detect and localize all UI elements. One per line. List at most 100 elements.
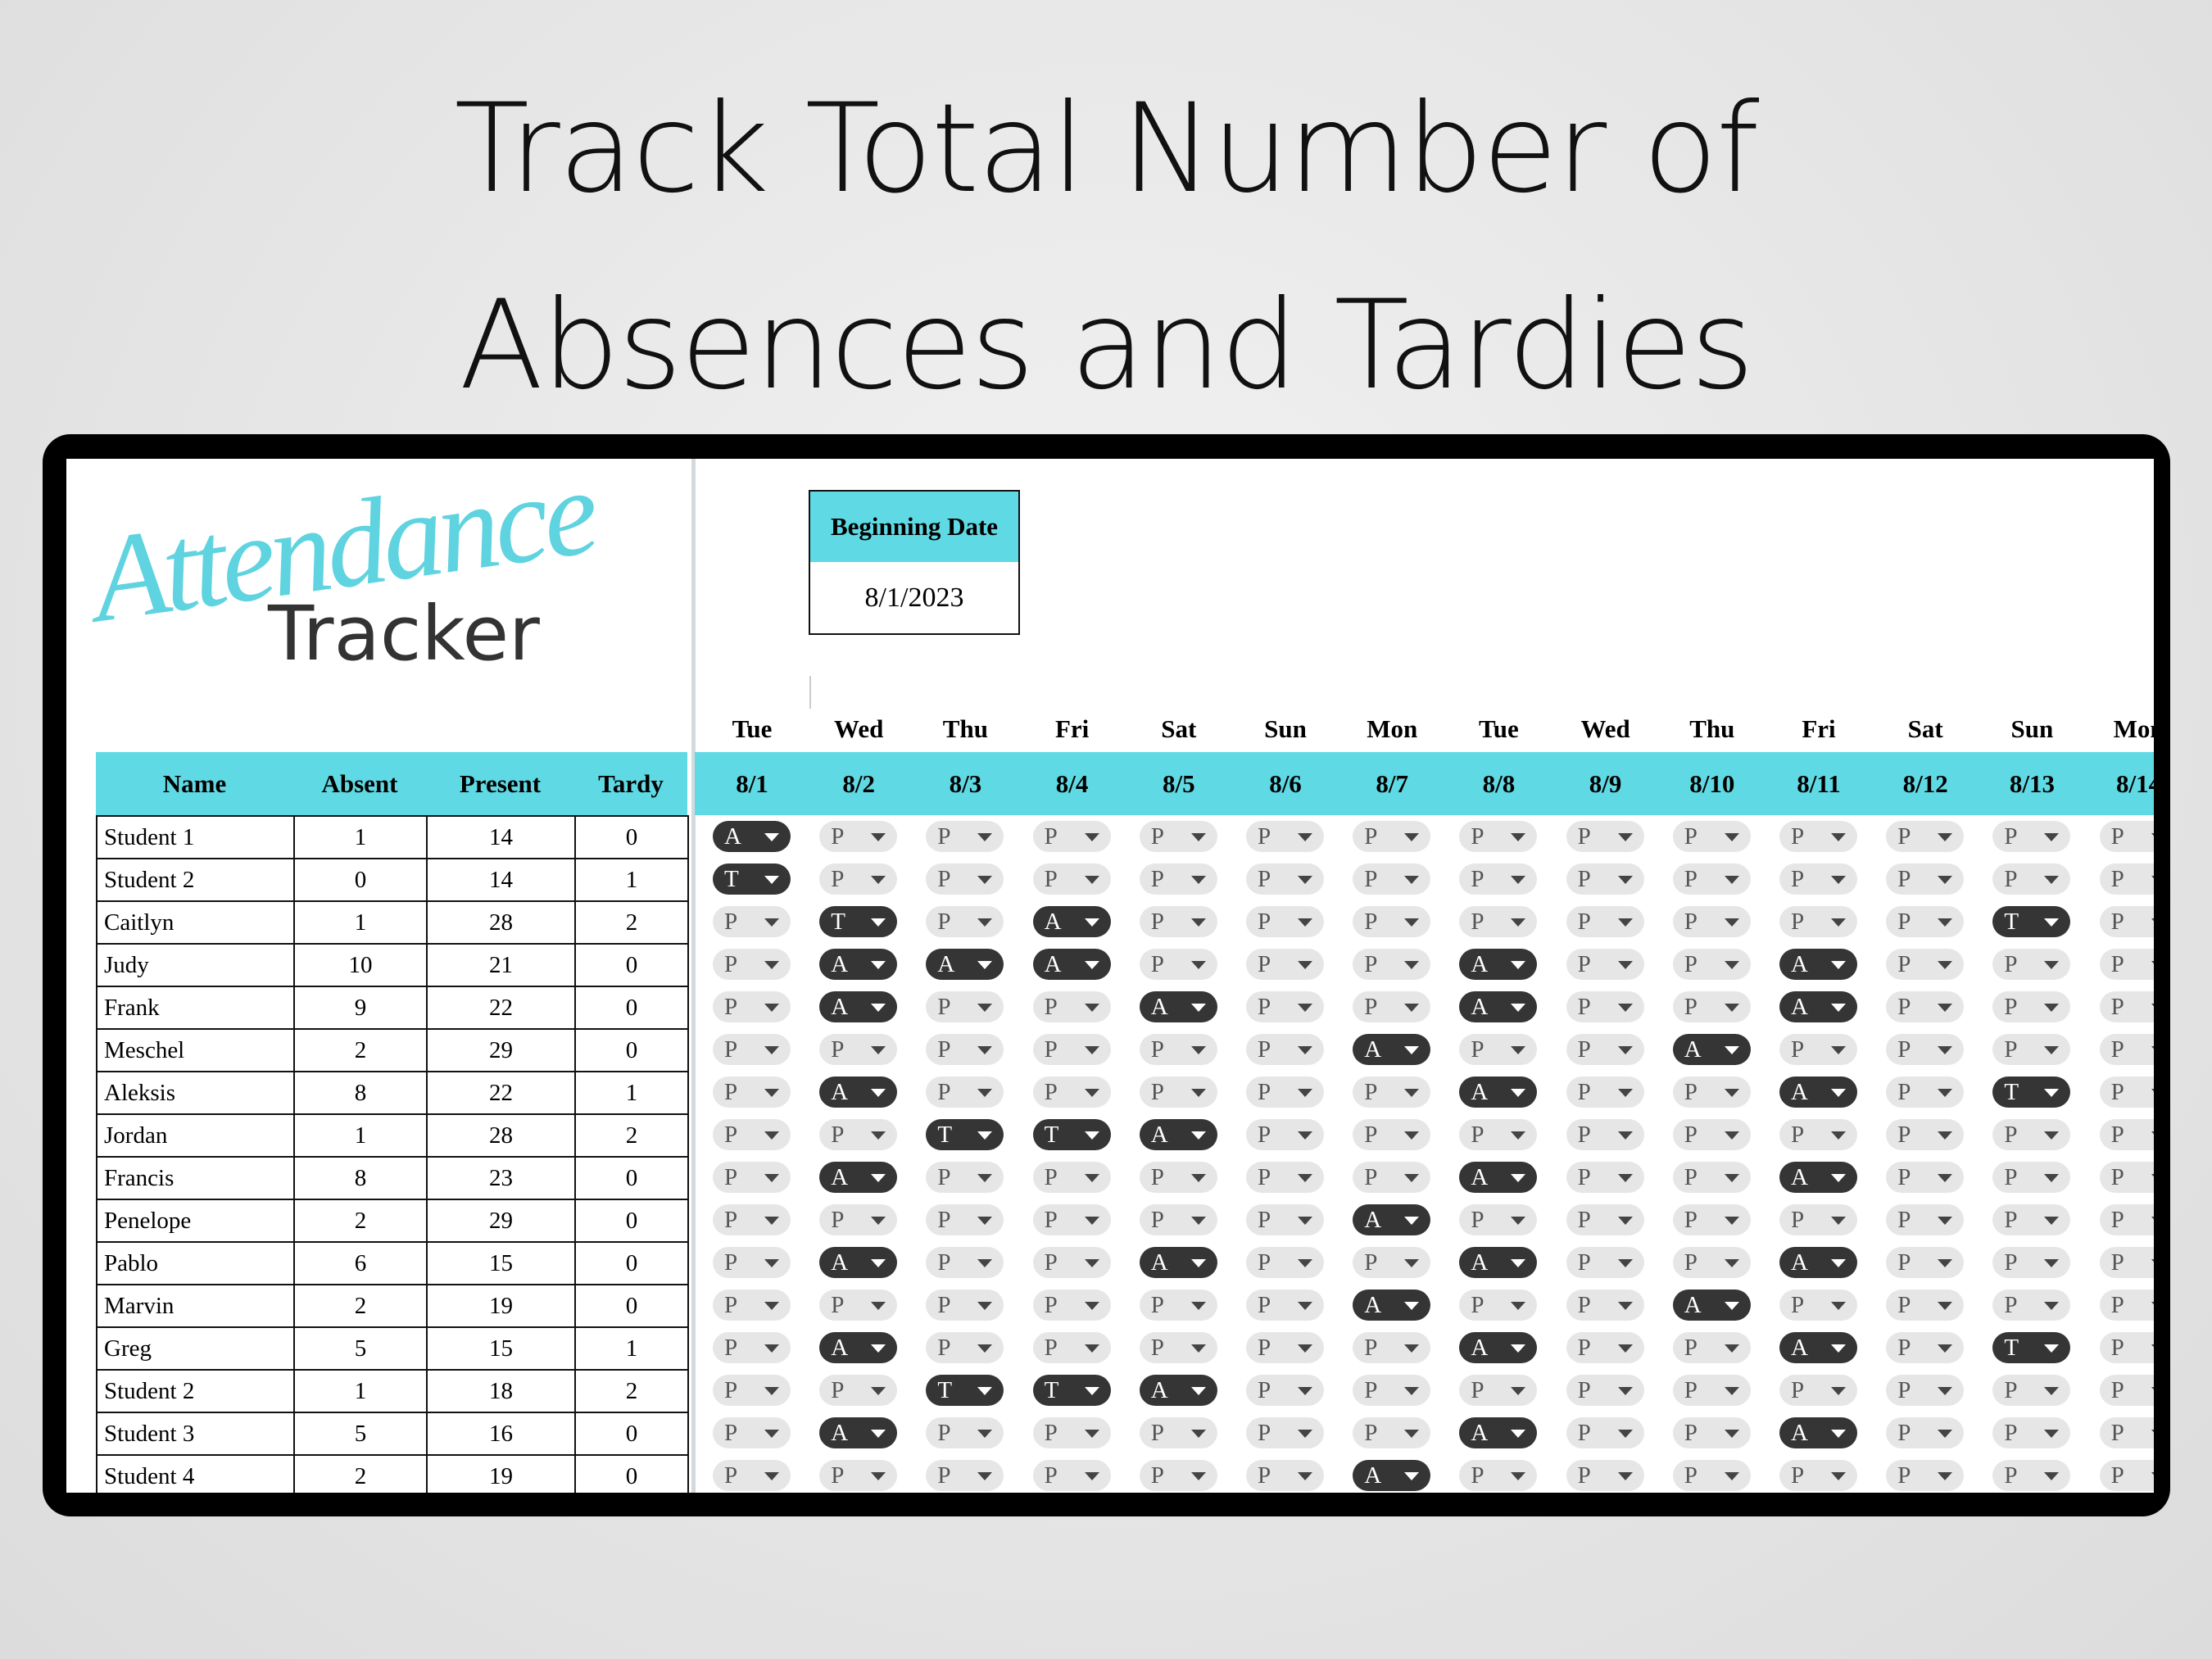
status-dropdown[interactable]: P [1886,1332,1965,1363]
status-dropdown[interactable]: P [1672,1247,1751,1278]
student-name[interactable]: Francis [96,1156,295,1200]
student-name[interactable]: Jordan [96,1113,295,1158]
status-dropdown[interactable]: P [713,1375,791,1406]
status-dropdown[interactable]: P [2099,1162,2154,1193]
status-dropdown[interactable]: P [2099,1460,2154,1491]
status-dropdown[interactable]: P [1779,1119,1857,1150]
status-dropdown[interactable]: P [1672,949,1751,980]
status-dropdown[interactable]: A [1139,1247,1217,1278]
status-dropdown[interactable]: P [1032,1247,1111,1278]
status-dropdown[interactable]: P [1032,1162,1111,1193]
status-dropdown[interactable]: T [1992,906,2071,937]
status-dropdown[interactable]: P [1353,1375,1431,1406]
status-dropdown[interactable]: P [1672,1162,1751,1193]
status-dropdown[interactable]: P [926,1034,1004,1065]
status-dropdown[interactable]: P [819,863,898,895]
status-dropdown[interactable]: P [1246,1119,1324,1150]
status-dropdown[interactable]: P [1139,821,1217,852]
status-dropdown[interactable]: A [1779,949,1857,980]
status-dropdown[interactable]: P [1992,1375,2071,1406]
status-dropdown[interactable]: A [1139,991,1217,1022]
status-dropdown[interactable]: P [1032,991,1111,1022]
status-dropdown[interactable]: P [1886,863,1965,895]
status-dropdown[interactable]: P [819,1375,898,1406]
status-dropdown[interactable]: P [713,1204,791,1235]
status-dropdown[interactable]: P [1672,821,1751,852]
status-dropdown[interactable]: P [819,1204,898,1235]
status-dropdown[interactable]: P [2099,1290,2154,1321]
status-dropdown[interactable]: P [926,991,1004,1022]
status-dropdown[interactable]: P [1779,1460,1857,1491]
status-dropdown[interactable]: A [1139,1375,1217,1406]
status-dropdown[interactable]: A [1779,1417,1857,1448]
status-dropdown[interactable]: P [1139,1077,1217,1108]
status-dropdown[interactable]: P [1672,863,1751,895]
status-dropdown[interactable]: P [1246,949,1324,980]
status-dropdown[interactable]: P [1459,821,1538,852]
status-dropdown[interactable]: P [2099,1332,2154,1363]
status-dropdown[interactable]: P [1459,1204,1538,1235]
status-dropdown[interactable]: P [1139,1460,1217,1491]
status-dropdown[interactable]: P [1779,821,1857,852]
status-dropdown[interactable]: P [1779,1375,1857,1406]
status-dropdown[interactable]: A [819,991,898,1022]
status-dropdown[interactable]: P [1139,1332,1217,1363]
status-dropdown[interactable]: P [819,1034,898,1065]
status-dropdown[interactable]: P [1246,1375,1324,1406]
status-dropdown[interactable]: P [1032,1332,1111,1363]
status-dropdown[interactable]: P [1459,1460,1538,1491]
status-dropdown[interactable]: P [1459,1290,1538,1321]
status-dropdown[interactable]: P [1992,1290,2071,1321]
status-dropdown[interactable]: P [1566,1460,1644,1491]
status-dropdown[interactable]: A [1353,1204,1431,1235]
status-dropdown[interactable]: P [1992,1417,2071,1448]
status-dropdown[interactable]: P [1779,1204,1857,1235]
status-dropdown[interactable]: P [1672,1332,1751,1363]
status-dropdown[interactable]: P [713,991,791,1022]
status-dropdown[interactable]: P [1886,1162,1965,1193]
status-dropdown[interactable]: P [2099,1077,2154,1108]
status-dropdown[interactable]: P [2099,1417,2154,1448]
status-dropdown[interactable]: P [1566,1375,1644,1406]
status-dropdown[interactable]: P [2099,1247,2154,1278]
status-dropdown[interactable]: P [926,863,1004,895]
status-dropdown[interactable]: P [1992,1162,2071,1193]
status-dropdown[interactable]: P [926,1204,1004,1235]
student-name[interactable]: Judy [96,943,295,987]
status-dropdown[interactable]: P [1886,991,1965,1022]
status-dropdown[interactable]: P [1566,1417,1644,1448]
status-dropdown[interactable]: P [713,1247,791,1278]
status-dropdown[interactable]: P [1672,1375,1751,1406]
status-dropdown[interactable]: P [1779,1034,1857,1065]
status-dropdown[interactable]: P [1459,1375,1538,1406]
student-name[interactable]: Student 1 [96,815,295,859]
status-dropdown[interactable]: P [926,1290,1004,1321]
status-dropdown[interactable]: P [2099,991,2154,1022]
status-dropdown[interactable]: P [1566,1290,1644,1321]
status-dropdown[interactable]: P [1566,1332,1644,1363]
status-dropdown[interactable]: P [1032,863,1111,895]
status-dropdown[interactable]: P [2099,821,2154,852]
status-dropdown[interactable]: P [1672,1460,1751,1491]
status-dropdown[interactable]: P [1353,991,1431,1022]
status-dropdown[interactable]: A [1459,991,1538,1022]
status-dropdown[interactable]: P [926,1460,1004,1491]
status-dropdown[interactable]: P [2099,1375,2154,1406]
status-dropdown[interactable]: P [1886,1119,1965,1150]
status-dropdown[interactable]: P [1353,863,1431,895]
status-dropdown[interactable]: P [1672,1417,1751,1448]
student-name[interactable]: Aleksis [96,1071,295,1115]
status-dropdown[interactable]: A [819,949,898,980]
status-dropdown[interactable]: P [1353,1119,1431,1150]
status-dropdown[interactable]: P [713,949,791,980]
status-dropdown[interactable]: P [2099,1204,2154,1235]
student-name[interactable]: Penelope [96,1199,295,1243]
status-dropdown[interactable]: P [1246,1247,1324,1278]
status-dropdown[interactable]: P [1779,906,1857,937]
status-dropdown[interactable]: P [1246,863,1324,895]
status-dropdown[interactable]: P [2099,949,2154,980]
status-dropdown[interactable]: P [1353,1077,1431,1108]
status-dropdown[interactable]: A [1032,949,1111,980]
status-dropdown[interactable]: P [1886,1077,1965,1108]
status-dropdown[interactable]: P [1566,1077,1644,1108]
